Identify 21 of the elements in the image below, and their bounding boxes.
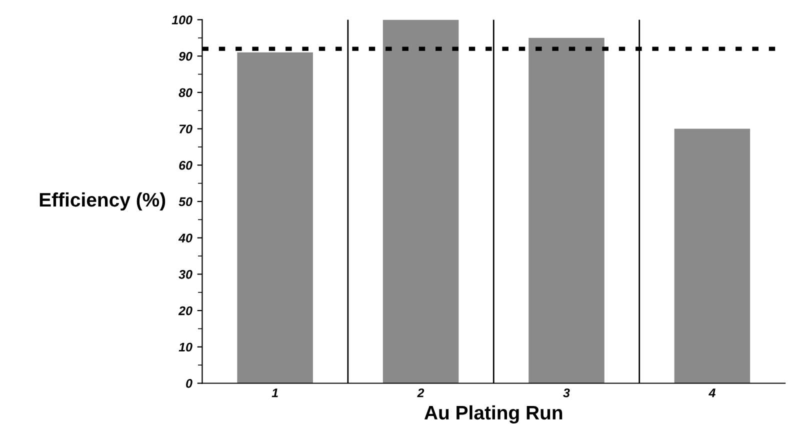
y-tick-label: 70	[179, 124, 192, 134]
bar	[237, 52, 313, 384]
x-tick-label: 1	[272, 388, 278, 398]
x-tick-label: 3	[563, 388, 570, 398]
y-tick-label: 20	[178, 306, 192, 316]
y-tick-label: 60	[179, 160, 192, 170]
y-tick-label: 100	[172, 16, 192, 24]
y-tick-label: 40	[178, 234, 192, 242]
x-tick-label: 4	[708, 388, 716, 398]
y-tick-label: 10	[178, 342, 192, 352]
y-tick-label: 30	[178, 270, 192, 279]
y-tick-label: 0	[186, 379, 192, 388]
y-tick-label: 90	[178, 52, 192, 61]
bar	[528, 38, 604, 384]
y-axis-title: Efficiency (%)	[40, 192, 166, 211]
y-tick-label: 50	[178, 197, 192, 206]
bar	[382, 20, 459, 384]
y-tick-label: 80	[178, 88, 192, 98]
bar	[674, 128, 750, 384]
x-tick-label: 2	[417, 388, 424, 398]
x-axis-title: Au Plating Run	[424, 405, 562, 424]
